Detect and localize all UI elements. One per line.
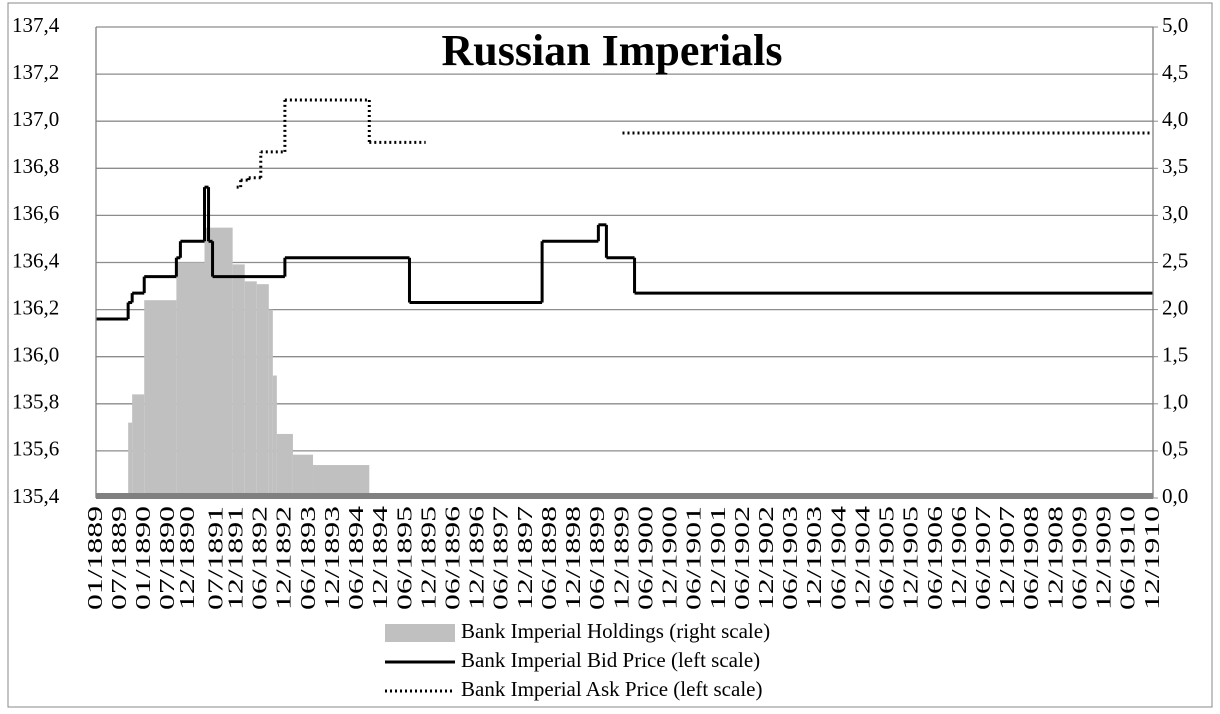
y-tick-label: 136,8 [12, 154, 59, 178]
x-tick-label: 06/1902 [730, 506, 754, 610]
y-tick-label: 135,6 [12, 437, 59, 461]
y2-tick-label: 3,5 [1162, 154, 1188, 178]
x-tick-label: 12/1903 [802, 506, 826, 610]
x-tick-label: 06/1901 [682, 506, 706, 610]
x-tick-label: 12/1891 [223, 506, 247, 610]
x-tick-label: 12/1897 [513, 506, 537, 610]
legend-label: Bank Imperial Bid Price (left scale) [461, 648, 760, 672]
x-tick-label: 07/1889 [107, 506, 131, 610]
x-tick-label: 12/1894 [368, 505, 392, 610]
x-tick-label: 06/1908 [1019, 506, 1043, 610]
holdings-bar [256, 284, 269, 498]
y-tick-label: 136,2 [12, 295, 59, 319]
y-tick-label: 137,4 [12, 13, 60, 37]
y2-tick-label: 2,0 [1162, 295, 1188, 319]
holdings-bar [132, 394, 145, 498]
y-tick-label: 136,4 [12, 248, 60, 272]
y-tick-label: 135,4 [12, 484, 60, 508]
x-tick-label: 06/1898 [537, 506, 561, 610]
x-tick-label: 12/1901 [706, 506, 730, 610]
y2-tick-label: 4,0 [1162, 107, 1188, 131]
x-tick-label: 06/1896 [441, 506, 465, 610]
x-tick-label: 12/1907 [995, 506, 1019, 610]
x-tick-label: 12/1896 [465, 506, 489, 610]
x-tick-label: 01/1889 [83, 506, 107, 610]
x-tick-label: 12/1902 [754, 506, 778, 610]
x-tick-label: 12/1895 [416, 506, 440, 610]
y-tick-label: 136,6 [12, 201, 59, 225]
x-tick-label: 12/1900 [658, 506, 682, 610]
x-tick-label: 06/1892 [248, 506, 272, 610]
x-tick-label: 07/1891 [203, 506, 227, 610]
x-tick-label: 06/1905 [875, 506, 899, 610]
y2-tick-label: 4,5 [1162, 60, 1188, 84]
x-tick-label: 06/1899 [585, 506, 609, 610]
x-tick-label: 12/1899 [609, 506, 633, 610]
y2-tick-label: 1,0 [1162, 390, 1188, 414]
step-riser [126, 187, 637, 320]
y2-tick-label: 2,5 [1162, 248, 1188, 272]
legend-label: Bank Imperial Holdings (right scale) [461, 619, 770, 643]
x-tick-label: 12/1908 [1043, 506, 1067, 610]
y-tick-label: 136,0 [12, 343, 59, 367]
x-tick-label: 06/1910 [1116, 506, 1140, 610]
legend-label: Bank Imperial Ask Price (left scale) [461, 677, 762, 701]
x-tick-label: 12/1893 [320, 506, 344, 610]
holdings-bar [232, 264, 245, 498]
holdings-bar [128, 422, 133, 498]
x-tick-label: 12/1898 [561, 506, 585, 610]
holdings-bar [204, 227, 233, 498]
x-tick-label: 12/1909 [1092, 506, 1116, 610]
y2-tick-label: 1,5 [1162, 343, 1188, 367]
holdings-bar [144, 300, 177, 498]
x-tick-label: 06/1906 [923, 506, 947, 610]
x-tick-label: 06/1894 [344, 505, 368, 610]
legend-swatch [385, 624, 455, 642]
holdings-bar [176, 262, 205, 498]
holdings-bar [272, 375, 277, 498]
x-tick-label: 12/1905 [899, 506, 923, 610]
y2-tick-label: 0,5 [1162, 437, 1188, 461]
y-tick-label: 135,8 [12, 390, 59, 414]
x-tick-label: 12/1904 [850, 505, 874, 610]
x-tick-label: 06/1907 [971, 506, 995, 610]
x-tick-label: 06/1897 [489, 506, 513, 610]
x-tick-label: 06/1903 [778, 506, 802, 610]
y2-tick-label: 0,0 [1162, 484, 1188, 508]
step-riser [239, 100, 371, 188]
x-tick-label: 06/1895 [392, 506, 416, 610]
y2-tick-label: 3,0 [1162, 201, 1188, 225]
holdings-bar [268, 309, 273, 498]
y-tick-label: 137,2 [12, 60, 59, 84]
x-tick-label: 06/1904 [826, 505, 850, 610]
holdings-bar [244, 281, 257, 498]
chart-title: Russian Imperials [441, 26, 782, 75]
x-tick-label: 07/1890 [155, 506, 179, 610]
x-tick-label: 12/1890 [175, 506, 199, 610]
x-tick-label: 12/1906 [947, 506, 971, 610]
holdings-bar [292, 454, 314, 498]
y2-tick-label: 5,0 [1162, 13, 1188, 37]
x-tick-label: 12/1910 [1140, 506, 1164, 610]
x-tick-label: 06/1893 [296, 506, 320, 610]
x-tick-label: 12/1892 [272, 506, 296, 610]
holdings-bar [276, 433, 293, 498]
x-tick-label: 01/1890 [131, 506, 155, 610]
holdings-bar [313, 465, 370, 498]
x-tick-label: 06/1900 [633, 506, 657, 610]
y-tick-label: 137,0 [12, 107, 59, 131]
x-tick-label: 06/1909 [1067, 506, 1091, 610]
